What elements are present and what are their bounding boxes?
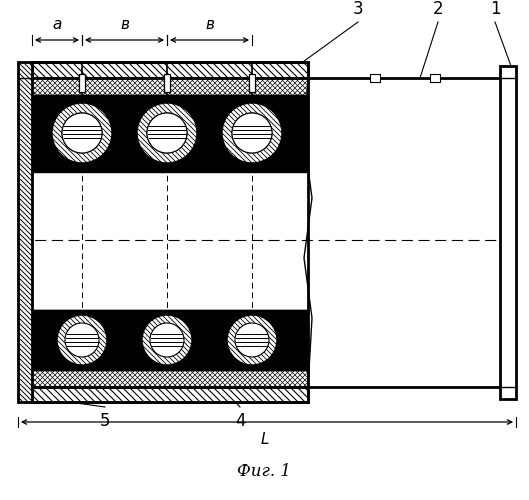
Bar [32,370,308,387]
Bar [32,310,308,370]
Bar [18,62,32,402]
Ellipse shape [52,103,112,163]
Bar [32,78,308,95]
Text: в: в [120,17,129,32]
Ellipse shape [65,323,99,357]
Bar [249,74,255,92]
Bar [370,74,380,82]
Bar [32,78,308,95]
Text: 2: 2 [433,0,443,18]
Ellipse shape [147,113,187,153]
Bar [32,370,308,387]
Ellipse shape [137,103,197,163]
Text: 4: 4 [235,412,245,430]
Text: a: a [52,17,62,32]
Ellipse shape [62,113,102,153]
Bar [32,62,308,78]
Bar [164,74,170,92]
Ellipse shape [232,113,272,153]
Bar [430,74,440,82]
Ellipse shape [222,103,282,163]
Text: 3: 3 [353,0,363,18]
Bar [500,66,516,399]
Ellipse shape [142,315,192,365]
Bar [32,370,308,387]
Bar [32,387,308,402]
Bar [32,387,308,402]
Bar [32,95,308,172]
Bar [32,62,308,78]
Bar [32,78,308,95]
Ellipse shape [235,323,269,357]
Ellipse shape [57,315,107,365]
Text: 1: 1 [490,0,500,18]
Text: в: в [205,17,214,32]
Text: 5: 5 [100,412,110,430]
Ellipse shape [150,323,184,357]
Text: L: L [261,432,269,447]
Text: Фиг. 1: Фиг. 1 [237,464,291,480]
Bar [18,62,32,402]
Ellipse shape [147,113,187,153]
Bar [79,74,85,92]
Ellipse shape [62,113,102,153]
Ellipse shape [227,315,277,365]
Bar [32,172,308,310]
Ellipse shape [232,113,272,153]
